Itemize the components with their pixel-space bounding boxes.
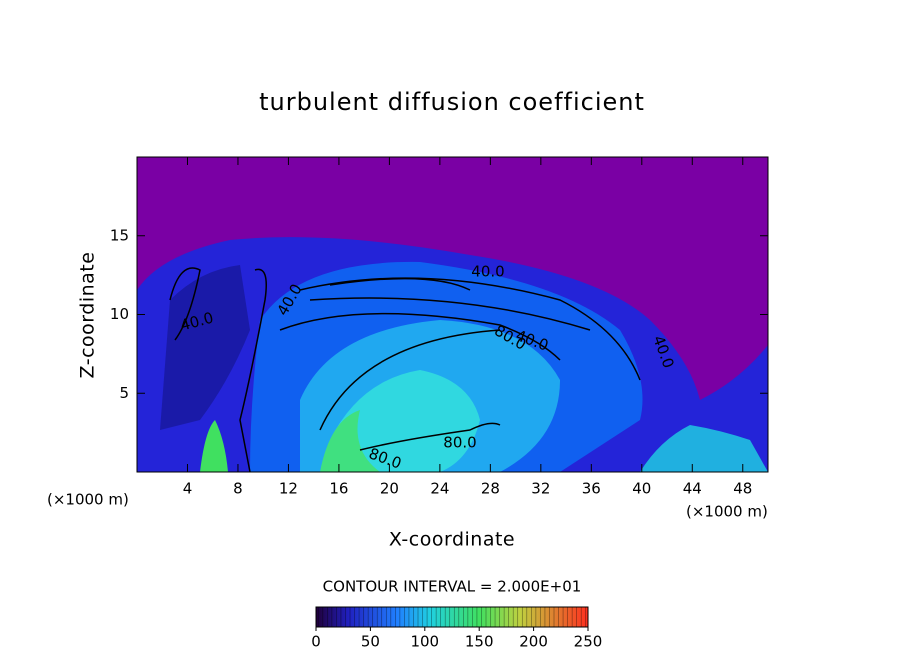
x-tick-label: 12 (279, 480, 298, 498)
field-region (640, 425, 768, 472)
contour-line (299, 277, 641, 381)
contour-label: 80.0 (443, 434, 476, 452)
contour-label: 40.0 (471, 263, 504, 281)
contour-line (279, 312, 561, 431)
x-tick-label: 36 (582, 480, 601, 498)
colorbar-tick-label: 150 (465, 633, 494, 651)
x-axis-label: X-coordinate (389, 529, 515, 551)
contour-line (169, 267, 267, 472)
contour-line (309, 277, 591, 331)
colorbar-tick-label: 100 (410, 633, 439, 651)
field (137, 157, 768, 472)
colorbar-tick-label: 0 (311, 633, 321, 651)
x-tick-label: 16 (329, 480, 348, 498)
colorbar-tick-label: 50 (361, 633, 380, 651)
y-axis-label: Z-coordinate (77, 252, 99, 379)
x-tick-label: 40 (632, 480, 651, 498)
colorbar (315, 606, 589, 628)
contour-line (359, 422, 501, 451)
x-unit-label: (×1000 m) (47, 491, 129, 509)
x-tick-label: 48 (733, 480, 752, 498)
field-region (160, 265, 250, 430)
x-tick-label: 4 (183, 480, 193, 498)
y-tick-label: 15 (110, 226, 129, 244)
colorbar-tick-label: 200 (519, 633, 548, 651)
field-region (330, 370, 480, 472)
contour-interval: CONTOUR INTERVAL = 2.000E+01 (323, 578, 582, 596)
chart-title: turbulent diffusion coefficient (259, 88, 645, 116)
x-tick-label: 24 (430, 480, 449, 498)
x-tick-label: 44 (683, 480, 702, 498)
x-tick-label: 32 (531, 480, 550, 498)
colorbar-tick-label: 250 (574, 633, 603, 651)
x-tick-label: 28 (481, 480, 500, 498)
x-tick-label: 8 (233, 480, 243, 498)
x-tick-label: 20 (380, 480, 399, 498)
x-unit-label: (×1000 m) (686, 503, 768, 521)
field-region (200, 420, 228, 472)
y-tick-label: 5 (119, 384, 129, 402)
field-region (320, 410, 380, 472)
y-tick-label: 10 (110, 305, 129, 323)
